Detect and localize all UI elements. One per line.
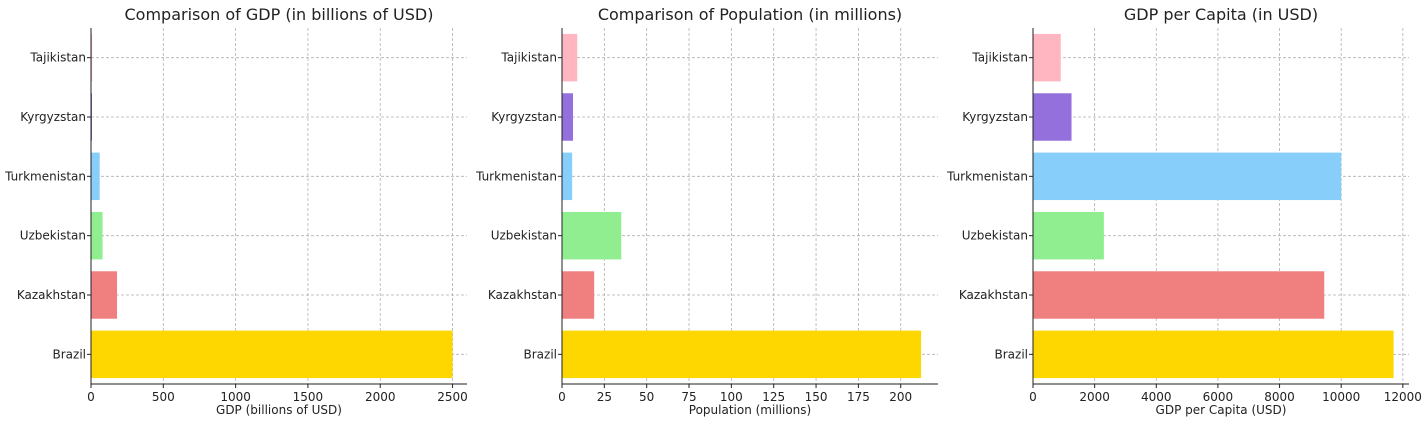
x-tick-label: 75 <box>681 390 696 404</box>
x-tick-label: 175 <box>847 390 870 404</box>
y-tick-label-brazil: Brazil <box>995 347 1029 361</box>
bar-turkmenistan <box>562 152 573 201</box>
panel-title: Comparison of GDP (in billions of USD) <box>125 5 434 24</box>
bar-brazil <box>91 330 453 379</box>
x-axis-label: Population (millions) <box>689 403 811 417</box>
y-tick-label-tajikistan: Tajikistan <box>29 51 86 65</box>
x-tick-label: 6000 <box>1203 390 1234 404</box>
x-tick-label: 12000 <box>1384 390 1422 404</box>
panel-title: Comparison of Population (in millions) <box>598 5 902 24</box>
bar-brazil <box>1033 330 1394 379</box>
x-tick-label: 25 <box>597 390 612 404</box>
x-tick-label: 125 <box>762 390 785 404</box>
bar-tajikistan <box>91 33 93 82</box>
bar-tajikistan <box>1033 33 1061 82</box>
x-tick-label: 4000 <box>1141 390 1172 404</box>
y-tick-label-kyrgyzstan: Kyrgyzstan <box>491 110 557 124</box>
x-axis-label: GDP (billions of USD) <box>216 403 342 417</box>
x-tick-label: 8000 <box>1264 390 1295 404</box>
y-tick-label-brazil: Brazil <box>524 347 558 361</box>
x-tick-label: 2000 <box>365 390 396 404</box>
y-tick-label-tajikistan: Tajikistan <box>971 51 1028 65</box>
bar-kazakhstan <box>562 271 595 319</box>
y-tick-label-kazakhstan: Kazakhstan <box>488 288 557 302</box>
y-tick-label-tajikistan: Tajikistan <box>500 51 557 65</box>
bar-brazil <box>562 330 922 379</box>
y-tick-label-turkmenistan: Turkmenistan <box>475 169 557 183</box>
x-tick-label: 0 <box>87 390 95 404</box>
panel-gdp-per-capita: 0 2000 4000 6000 8000 10000 12000 Brazil Kazakhs… <box>946 5 1422 417</box>
y-tick-label-turkmenistan: Turkmenistan <box>4 169 86 183</box>
bar-uzbekistan <box>1033 211 1104 260</box>
x-tick-label: 150 <box>805 390 828 404</box>
x-tick-label: 500 <box>152 390 175 404</box>
y-tick-label-brazil: Brazil <box>53 347 87 361</box>
bar-kyrgyzstan <box>1033 93 1072 141</box>
y-tick-label-uzbekistan: Uzbekistan <box>962 229 1028 243</box>
panel-gdp: 0 500 1000 1500 2000 2500 Brazil Kazakhstan Uzbe… <box>4 5 468 417</box>
bar-kazakhstan <box>1033 271 1325 319</box>
bar-uzbekistan <box>562 211 622 260</box>
x-tick-label: 50 <box>639 390 654 404</box>
y-tick-label-uzbekistan: Uzbekistan <box>20 229 86 243</box>
y-tick-label-kyrgyzstan: Kyrgyzstan <box>20 110 86 124</box>
y-tick-label-turkmenistan: Turkmenistan <box>946 169 1028 183</box>
bar-kazakhstan <box>91 271 118 319</box>
bar-uzbekistan <box>91 211 103 260</box>
y-tick-label-uzbekistan: Uzbekistan <box>491 229 557 243</box>
panel-title: GDP per Capita (in USD) <box>1124 5 1318 24</box>
y-tick-label-kazakhstan: Kazakhstan <box>959 288 1028 302</box>
x-tick-label: 200 <box>889 390 912 404</box>
y-tick-label-kazakhstan: Kazakhstan <box>17 288 86 302</box>
x-tick-label: 2000 <box>1079 390 1110 404</box>
x-tick-label: 100 <box>720 390 743 404</box>
panel-population: 0 25 50 75 100 125 150 175 200 Brazil Kazakhstan Uz… <box>475 5 938 417</box>
bar-turkmenistan <box>1033 152 1342 201</box>
x-tick-label: 0 <box>1029 390 1037 404</box>
x-tick-label: 1500 <box>293 390 324 404</box>
x-tick-label: 10000 <box>1322 390 1360 404</box>
bar-turkmenistan <box>91 152 100 201</box>
bar-kyrgyzstan <box>91 93 93 141</box>
x-tick-label: 0 <box>558 390 566 404</box>
x-axis-label: GDP per Capita (USD) <box>1156 403 1287 417</box>
x-tick-label: 1000 <box>220 390 251 404</box>
bar-tajikistan <box>562 33 578 82</box>
y-tick-label-kyrgyzstan: Kyrgyzstan <box>962 110 1028 124</box>
x-tick-label: 2500 <box>437 390 468 404</box>
bar-kyrgyzstan <box>562 93 574 141</box>
